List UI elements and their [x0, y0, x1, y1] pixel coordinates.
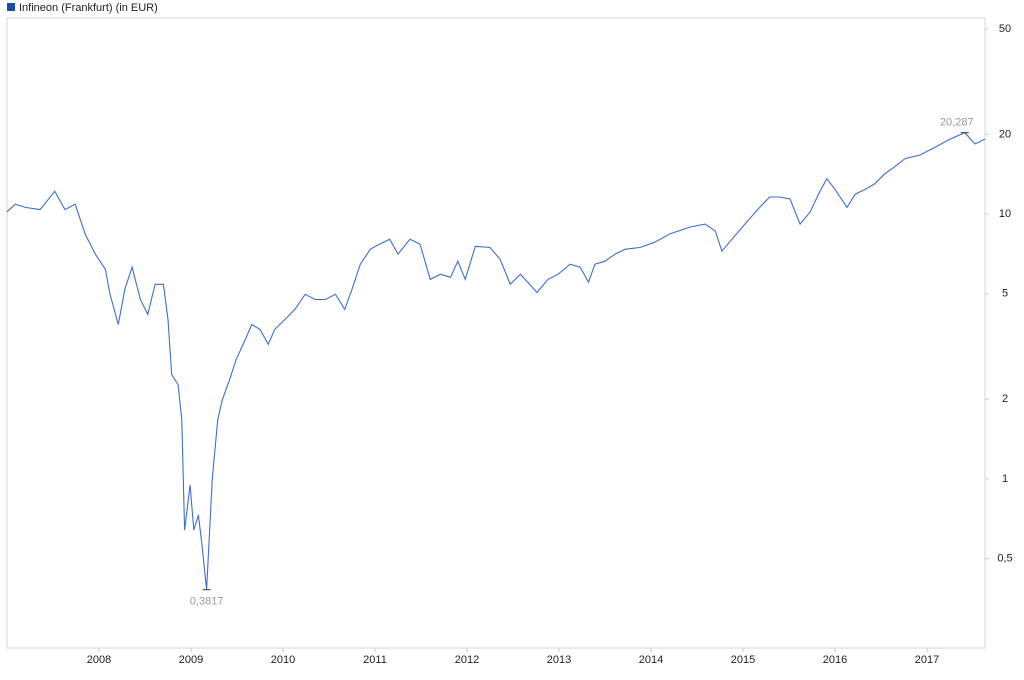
x-tick-label: 2008 [87, 654, 111, 666]
x-tick-label: 2015 [731, 654, 755, 666]
data-label: 0,3817 [190, 596, 224, 608]
y-tick-label: 0,5 [997, 553, 1012, 565]
plot-frame [6, 17, 986, 649]
legend-swatch [7, 3, 15, 11]
x-tick-label: 2012 [455, 654, 479, 666]
x-tick-label: 2013 [547, 654, 571, 666]
x-tick-label: 2014 [639, 654, 663, 666]
price-line [6, 132, 986, 590]
y-tick-label: 50 [999, 23, 1011, 35]
y-tick-label: 1 [1002, 473, 1008, 485]
legend-label: Infineon (Frankfurt) (in EUR) [19, 2, 158, 14]
y-tick-label: 2 [1002, 393, 1008, 405]
x-tick-label: 2011 [363, 654, 387, 666]
data-label: 20,287 [940, 117, 974, 129]
y-tick-label: 5 [1002, 288, 1008, 300]
x-tick-label: 2017 [915, 654, 939, 666]
y-tick-label: 10 [999, 208, 1011, 220]
y-tick-label: 20 [999, 128, 1011, 140]
x-tick-label: 2016 [823, 654, 847, 666]
x-tick-label: 2010 [271, 654, 295, 666]
x-tick-label: 2009 [179, 654, 203, 666]
